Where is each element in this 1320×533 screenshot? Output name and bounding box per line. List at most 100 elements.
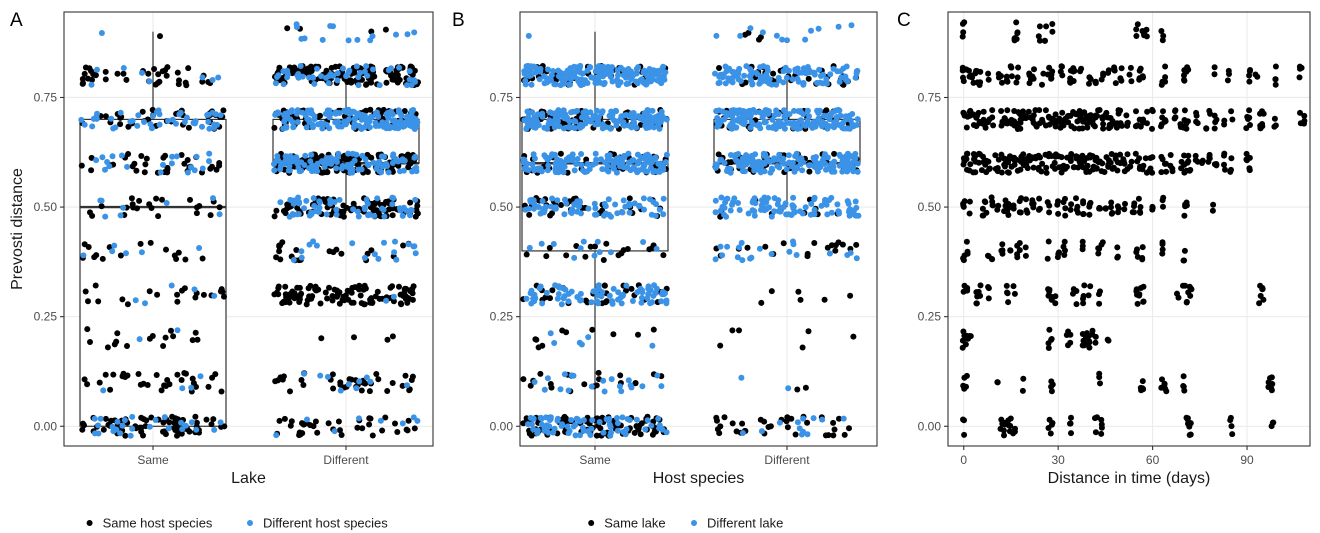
point-series2 [825,123,832,130]
point-series2 [802,122,809,129]
y-tick-label: 0.75 [490,90,514,104]
point-series2 [544,125,551,132]
point-series2 [376,158,383,165]
point-series2 [319,125,326,132]
point [1003,282,1010,289]
point-series2 [280,68,287,75]
point-series2 [306,74,313,81]
point-series1 [830,432,837,439]
point-series1 [373,207,380,214]
point-series2 [408,109,415,116]
point [1162,63,1169,70]
point-series2 [731,195,738,202]
point-series2 [596,63,602,69]
point-series2 [551,124,558,131]
point [1161,380,1168,387]
point-series1 [600,257,607,263]
point-series2 [399,420,406,427]
point-series1 [183,370,189,377]
point-series1 [276,417,283,424]
point-series2 [95,430,102,437]
point-series2 [771,155,778,162]
point-series2 [188,384,195,391]
point-series2 [644,417,651,424]
point [1014,30,1021,37]
point-series2 [571,72,578,79]
point [1049,68,1056,75]
point [1062,205,1069,212]
point-series1 [728,159,735,166]
point [1036,195,1043,202]
point-series2 [745,210,752,217]
point-series2 [168,282,175,289]
point [1211,71,1218,78]
point-series2 [179,385,186,392]
point [988,256,995,262]
point-series2 [717,157,724,164]
point-series1 [366,388,373,395]
point [1181,77,1188,84]
point-series2 [389,201,396,208]
point-series2 [590,288,597,295]
point-series2 [173,153,180,160]
point-series1 [221,293,227,300]
point [1100,125,1107,132]
point-series1 [287,388,293,395]
point-series1 [300,382,307,388]
point-series1 [138,414,145,421]
point [979,205,986,212]
point-series1 [610,331,617,338]
point-series1 [797,296,804,303]
point-series2 [854,116,861,123]
point-series2 [560,169,567,176]
point [963,124,970,131]
point-series2 [163,200,170,206]
point-series2 [605,196,612,203]
point-series2 [740,113,747,120]
point-series1 [384,336,391,343]
point [1210,201,1217,208]
point-series2 [129,117,136,124]
point [1016,209,1023,216]
boxplot-box [79,118,227,427]
point [1272,63,1279,70]
point-series2 [567,76,574,83]
point-series1 [298,290,305,297]
point-series2 [283,123,290,130]
point-series2 [217,112,224,119]
point-series2 [345,150,352,157]
point-series2 [109,248,116,255]
point [1068,430,1074,437]
point [1037,154,1043,161]
point [1296,74,1303,81]
point [1049,28,1056,35]
point-series2 [369,33,376,40]
point-series2 [271,161,277,167]
point-series2 [528,287,535,294]
point [1127,64,1134,71]
point [1122,200,1128,207]
point-series2 [577,432,583,439]
point [1080,200,1087,207]
point-series1 [362,380,369,387]
point [1227,168,1234,175]
point-series2 [277,163,284,169]
point [1016,247,1023,254]
points-layer [959,19,1308,439]
point-series2 [634,80,641,87]
point-series2 [585,334,592,341]
point [1256,300,1263,307]
point [1167,152,1174,158]
point-series2 [547,414,554,421]
point [1099,239,1106,246]
point-series2 [565,387,572,394]
point-series2 [555,283,562,290]
point-series2 [93,157,100,164]
point-series2 [647,300,654,307]
point-series2 [781,125,788,132]
point-series1 [369,72,376,79]
point-series2 [543,289,550,296]
point-series2 [206,125,213,132]
point [998,169,1005,176]
point-series2 [749,199,756,206]
